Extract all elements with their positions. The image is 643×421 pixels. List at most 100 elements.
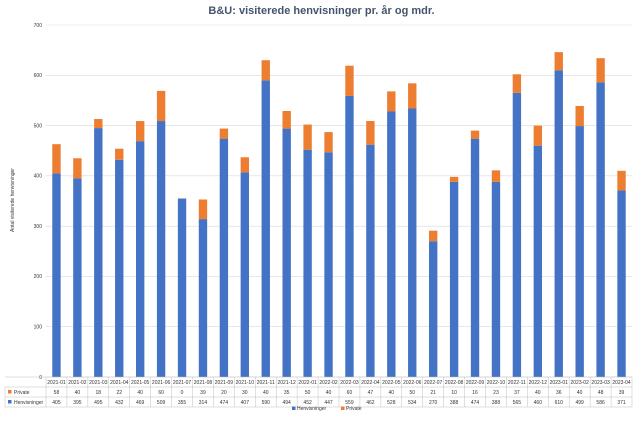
- bar-henvisninger: [512, 92, 522, 377]
- y-tick-label: 0: [39, 375, 42, 381]
- data-label: 40: [577, 390, 583, 396]
- bar-private: [115, 148, 124, 160]
- bar-private: [156, 90, 166, 122]
- x-tick-label: 2021-08: [194, 380, 213, 386]
- bar-private: [73, 158, 82, 179]
- data-label: 40: [75, 390, 81, 396]
- data-label: 60: [347, 390, 353, 396]
- data-label: 40: [535, 390, 541, 396]
- table-row-label: Henvisninger: [14, 400, 44, 406]
- x-tick-label: 2022-07: [424, 380, 443, 386]
- bar-private: [428, 230, 438, 242]
- y-tick-label: 500: [34, 123, 43, 129]
- y-tick-label: 700: [34, 23, 43, 29]
- y-axis-label: Antal visiterede henvisninger: [10, 168, 16, 232]
- data-label: 528: [387, 400, 396, 406]
- data-label: 39: [200, 390, 206, 396]
- bar-private: [491, 170, 501, 182]
- data-label: 30: [242, 390, 248, 396]
- legend-key: [292, 406, 296, 410]
- data-label: 58: [54, 390, 60, 396]
- y-tick-label: 100: [34, 325, 43, 331]
- x-tick-label: 2021-12: [277, 380, 296, 386]
- bar-henvisninger: [449, 181, 459, 377]
- data-label: 47: [368, 390, 374, 396]
- bar-henvisninger: [73, 178, 82, 377]
- bar-private: [554, 52, 563, 71]
- bar-private: [52, 144, 61, 174]
- data-label: 509: [157, 400, 166, 406]
- data-label: 20: [221, 390, 227, 396]
- y-tick-label: 200: [34, 274, 43, 280]
- data-label: 388: [492, 400, 501, 406]
- x-tick-label: 2023-02: [570, 380, 589, 386]
- data-label: 474: [220, 400, 229, 406]
- bar-private: [219, 128, 229, 139]
- data-label: 494: [283, 400, 292, 406]
- data-label: 39: [619, 390, 625, 396]
- data-label: 452: [303, 400, 312, 406]
- data-label: 474: [471, 400, 480, 406]
- legend-key: [341, 406, 345, 410]
- bar-henvisninger: [554, 70, 563, 377]
- data-label: 18: [96, 390, 102, 396]
- bar-private: [533, 125, 543, 146]
- bar-private: [324, 132, 333, 153]
- bar-private: [198, 199, 208, 220]
- x-tick-label: 2021-09: [215, 380, 234, 386]
- x-tick-label: 2021-06: [152, 380, 171, 386]
- bar-private: [366, 121, 375, 145]
- data-label: 405: [52, 400, 61, 406]
- data-label: 432: [115, 400, 124, 406]
- bar-private: [617, 170, 626, 191]
- x-tick-label: 2021-07: [173, 380, 192, 386]
- x-tick-label: 2021-05: [131, 380, 150, 386]
- y-axis-ticks: 0 100 200 300 400 500 600 700: [34, 23, 43, 381]
- data-label: 35: [284, 390, 290, 396]
- x-tick-label: 2021-02: [68, 380, 87, 386]
- bar-private: [596, 58, 605, 83]
- x-tick-label: 2022-02: [319, 380, 338, 386]
- bar-private: [345, 65, 354, 96]
- data-label: 23: [493, 390, 499, 396]
- bar-henvisninger: [575, 126, 584, 378]
- bar-henvisninger: [261, 80, 270, 378]
- bar-private: [449, 176, 459, 182]
- data-label: 40: [263, 390, 269, 396]
- data-label: 469: [136, 400, 145, 406]
- bar-henvisninger: [52, 173, 61, 377]
- bar-henvisninger: [345, 95, 354, 377]
- x-tick-label: 2021-11: [257, 380, 275, 386]
- x-tick-label: 2022-01: [298, 380, 317, 386]
- bar-henvisninger: [198, 219, 208, 377]
- table-row-label: Private: [14, 390, 30, 396]
- y-tick-label: 600: [34, 73, 43, 79]
- x-tick-label: 2023-01: [550, 380, 569, 386]
- bar-henvisninger: [470, 138, 480, 377]
- data-label: 60: [158, 390, 164, 396]
- data-label: 36: [556, 390, 562, 396]
- data-label: 21: [430, 390, 436, 396]
- data-label: 10: [451, 390, 457, 396]
- bar-henvisninger: [219, 138, 229, 377]
- bar-private: [94, 119, 103, 129]
- data-label: 462: [366, 400, 375, 406]
- data-label: 407: [241, 400, 250, 406]
- data-label: 447: [324, 400, 333, 406]
- x-tick-label: 2022-05: [382, 380, 401, 386]
- chart-title: B&U: visiterede henvisninger pr. år og m…: [208, 5, 434, 17]
- bar-henvisninger: [177, 198, 187, 377]
- bars: [52, 52, 626, 378]
- x-tick-label: 2022-03: [340, 380, 359, 386]
- y-tick-label: 300: [34, 224, 43, 230]
- data-label: 586: [596, 400, 605, 406]
- data-label: 270: [429, 400, 438, 406]
- data-label: 395: [73, 400, 82, 406]
- bar-henvisninger: [156, 121, 166, 377]
- x-tick-label: 2021-01: [47, 380, 66, 386]
- x-tick-label: 2022-06: [403, 380, 422, 386]
- data-label: 460: [534, 400, 543, 406]
- data-label: 499: [576, 400, 585, 406]
- data-label: 559: [345, 400, 354, 406]
- data-label: 40: [137, 390, 143, 396]
